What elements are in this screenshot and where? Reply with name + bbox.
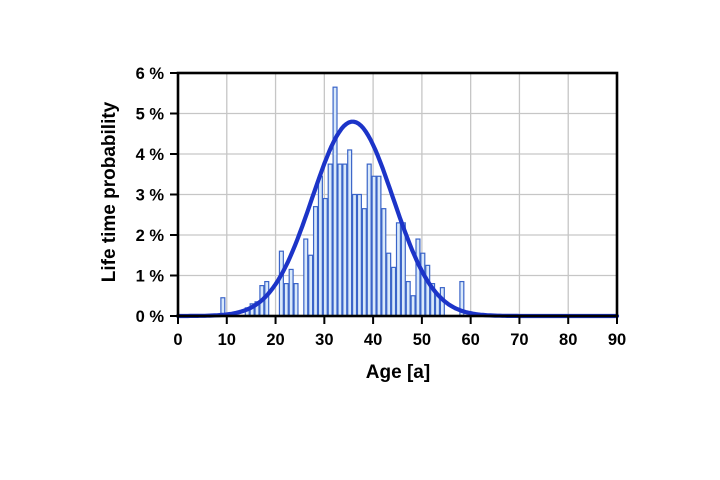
y-tick-label: 1 %	[136, 268, 165, 286]
x-tick-label: 50	[413, 331, 431, 349]
histogram-bar	[352, 193, 358, 317]
histogram-bar	[327, 163, 333, 317]
histogram-bar	[312, 206, 319, 317]
x-tick-label: 20	[266, 331, 284, 349]
histogram-bar	[288, 268, 294, 317]
histogram-bar	[317, 175, 323, 317]
y-axis-title: Life time probability	[99, 101, 120, 283]
histogram-bar	[425, 264, 431, 317]
y-tick-label: 2 %	[136, 227, 165, 245]
y-tick-label: 4 %	[136, 146, 165, 164]
histogram-bar	[381, 208, 387, 317]
histogram-bar	[332, 86, 338, 317]
x-tick-label: 40	[364, 331, 382, 349]
y-tick-label: 3 %	[136, 187, 165, 205]
histogram-bar	[322, 197, 328, 317]
histogram-bar	[308, 254, 314, 317]
histogram-bar	[415, 238, 421, 317]
histogram-bar	[283, 283, 289, 317]
x-tick-label: 30	[315, 331, 333, 349]
histogram-bar	[347, 149, 353, 317]
histogram-bar	[361, 208, 367, 317]
plot-frame	[176, 71, 619, 318]
histogram-bar	[405, 280, 411, 317]
histogram-bar	[420, 252, 426, 317]
y-tick-label: 0 %	[136, 308, 165, 326]
histogram-bar	[356, 193, 362, 317]
histogram-bar	[366, 163, 372, 317]
x-tick-label: 70	[510, 331, 528, 349]
x-tick-label: 90	[608, 331, 626, 349]
y-tick-label: 6 %	[136, 65, 165, 83]
x-tick-label: 10	[218, 331, 236, 349]
histogram-bar	[337, 163, 343, 317]
histogram-bar	[376, 175, 382, 317]
histogram-bar	[395, 222, 402, 317]
histogram-bar	[293, 283, 299, 317]
histogram-bar	[391, 266, 397, 317]
histogram-bar	[342, 163, 348, 317]
histogram-bar	[303, 238, 309, 317]
x-tick-label: 80	[559, 331, 577, 349]
histogram-bar	[278, 250, 284, 317]
histogram-bar	[410, 295, 416, 317]
histogram-bar	[386, 252, 392, 317]
x-axis-title: Age [a]	[365, 362, 431, 383]
x-tick-label: 0	[173, 331, 182, 349]
y-tick-label: 5 %	[136, 106, 165, 124]
x-tick-label: 60	[461, 331, 479, 349]
histogram-bar	[371, 175, 377, 317]
